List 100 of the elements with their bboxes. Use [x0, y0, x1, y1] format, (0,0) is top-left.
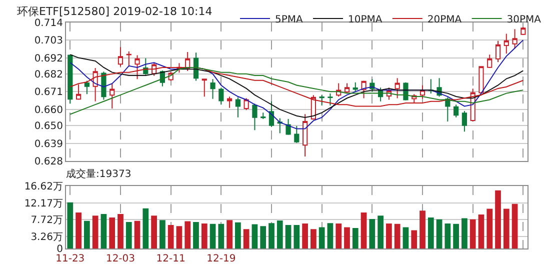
bar — [428, 217, 434, 249]
candlestick — [352, 82, 358, 92]
bar — [411, 230, 418, 249]
legend-label: 10PMA — [348, 14, 382, 26]
bar — [386, 223, 392, 249]
chart-title: 成交量:19373 — [66, 168, 132, 180]
y-tick-label: 0.703 — [34, 36, 63, 47]
bar — [92, 216, 98, 249]
chart-title: 环保ETF[512580] 2019-02-18 10:14 — [17, 5, 212, 18]
candlestick — [319, 94, 324, 106]
bar — [210, 224, 216, 249]
candlestick — [495, 40, 501, 63]
y-tick-label: 0 — [56, 244, 63, 256]
bar — [436, 219, 442, 249]
bar — [100, 214, 107, 249]
bar — [462, 218, 468, 249]
candlestick — [478, 66, 484, 94]
bar — [151, 216, 157, 249]
bar — [453, 224, 459, 249]
candlestick — [487, 54, 492, 68]
y-tick-label: 12.17万 — [24, 198, 63, 210]
bar — [344, 227, 350, 249]
candlestick — [286, 118, 291, 136]
bar — [84, 220, 90, 249]
y-tick-label: 0.660 — [34, 104, 63, 116]
line-series — [70, 66, 524, 107]
candlestick — [462, 110, 467, 132]
candlestick — [226, 96, 232, 108]
bar — [369, 218, 376, 249]
candlestick — [394, 78, 400, 99]
bar — [285, 224, 292, 249]
candlestick — [260, 112, 266, 120]
y-tick-label: 16.62万 — [24, 182, 63, 193]
legend-label: 30PMA — [506, 14, 542, 26]
bar — [512, 204, 518, 249]
legend-label: 5PMA — [275, 14, 304, 26]
bar — [260, 226, 266, 249]
y-tick-label: 3.26万 — [30, 232, 63, 243]
candlestick — [504, 33, 509, 54]
candlestick — [118, 46, 124, 67]
bar — [486, 208, 493, 249]
bar — [302, 223, 308, 249]
bar — [327, 223, 334, 249]
y-tick-label: 0.692 — [34, 53, 63, 64]
bar — [109, 217, 116, 249]
bar — [402, 227, 409, 249]
bar — [168, 224, 174, 249]
candlestick — [210, 78, 216, 100]
candlestick — [185, 51, 190, 72]
bar — [126, 222, 132, 249]
candlestick — [235, 96, 240, 118]
candlestick — [84, 80, 90, 95]
y-tick-label: 7.72万 — [30, 215, 63, 226]
bar — [495, 190, 501, 249]
bar — [218, 224, 224, 249]
candlestick — [302, 114, 308, 158]
line-series — [70, 54, 524, 118]
bar — [235, 222, 241, 249]
bar — [336, 223, 342, 249]
bar — [276, 220, 283, 249]
bar — [184, 221, 191, 249]
bar — [310, 229, 316, 249]
candlestick — [294, 126, 300, 144]
bar — [67, 202, 74, 249]
legend-label: 20PMA — [427, 14, 462, 26]
candlestick — [126, 50, 132, 66]
candlestick — [268, 100, 274, 128]
x-tick-label: 12-11 — [156, 254, 186, 265]
candlestick — [76, 84, 82, 100]
bar — [318, 227, 325, 249]
bar — [470, 219, 476, 249]
candlestick — [202, 78, 207, 98]
bar — [378, 216, 384, 249]
y-tick-label: 0.650 — [34, 121, 63, 132]
bar — [118, 214, 124, 249]
candlestick — [512, 28, 518, 50]
bar — [478, 214, 484, 249]
y-tick-label: 0.628 — [34, 156, 63, 168]
bar — [243, 229, 250, 249]
bar — [268, 223, 274, 249]
bar — [294, 224, 300, 249]
candlestick — [110, 83, 115, 109]
bar — [134, 220, 140, 249]
y-tick-label: 0.714 — [34, 18, 63, 29]
line-series — [70, 66, 524, 115]
bar — [76, 212, 82, 249]
y-tick-label: 0.671 — [34, 87, 63, 98]
candlestick — [218, 87, 224, 106]
bar — [193, 222, 199, 249]
bar — [420, 210, 426, 249]
x-tick-label: 12-19 — [206, 254, 236, 265]
candlestick — [101, 71, 106, 100]
bar — [142, 208, 149, 249]
bar — [352, 228, 358, 249]
candlestick — [328, 92, 333, 106]
candlestick — [361, 80, 366, 99]
candlestick — [244, 98, 249, 111]
bar — [252, 224, 258, 249]
y-tick-label: 0.682 — [34, 69, 63, 80]
bar — [360, 212, 367, 249]
